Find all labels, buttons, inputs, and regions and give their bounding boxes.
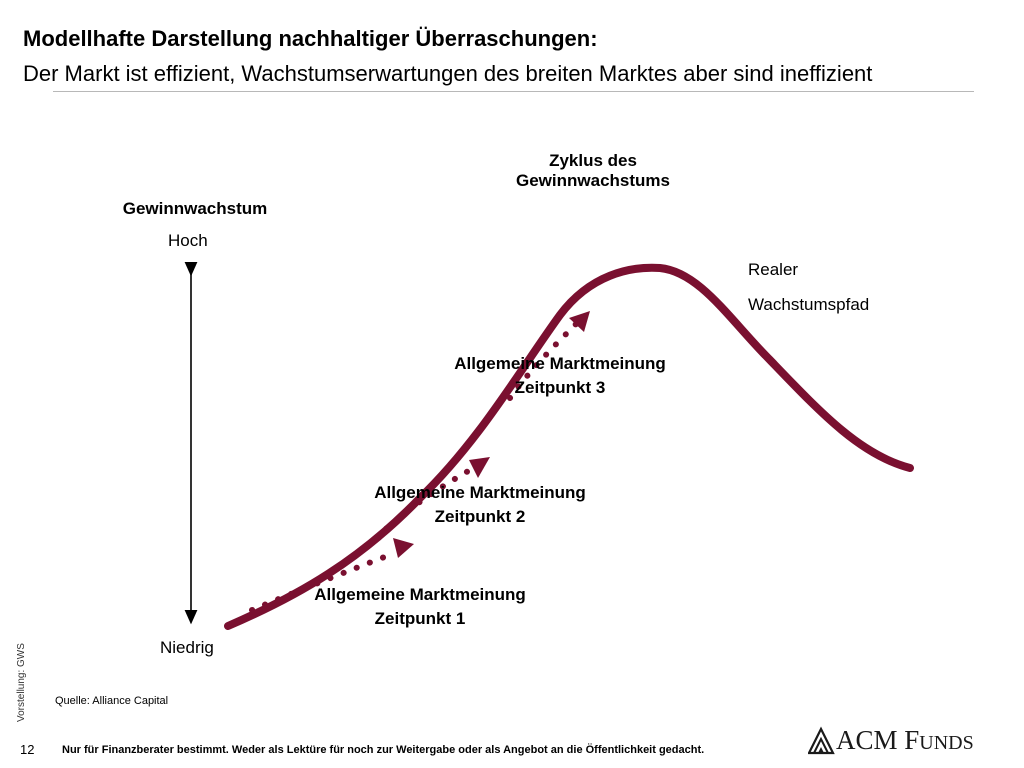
market-opinion-1-line-1: Allgemeine Marktmeinung [314, 585, 526, 604]
market-opinion-3-arrowhead [569, 311, 590, 332]
market-opinion-1-line-2: Zeitpunkt 1 [374, 609, 466, 628]
axis-low-label: Niedrig [160, 638, 214, 657]
acm-funds-logo: ACM FUNDS [808, 725, 978, 757]
market-opinion-1-label: Allgemeine Marktmeinung Zeitpunkt 1 [280, 583, 560, 631]
source-note: Quelle: Alliance Capital [55, 695, 169, 707]
market-opinion-1-arrowhead [393, 538, 414, 558]
page-subtitle: Der Markt ist effizient, Wachstumserwart… [23, 61, 873, 86]
cycle-title-line-2: Gewinnwachstums [516, 171, 670, 190]
logo-small-caps-text: UNDS [919, 732, 974, 754]
side-note: Vorstellung: GWS [16, 643, 27, 722]
axis-high-label: Hoch [168, 231, 208, 250]
cycle-title-line-1: Zyklus des [549, 151, 637, 170]
disclaimer: Nur für Finanzberater bestimmt. Weder al… [62, 744, 705, 756]
real-path-label-line-1: Realer [748, 260, 799, 279]
logo-main-text: ACM F [836, 725, 920, 755]
acm-mountain-icon [808, 726, 835, 755]
real-growth-path-curve [224, 263, 914, 630]
market-opinion-2-line-1: Allgemeine Marktmeinung [374, 483, 586, 502]
market-opinion-3-line-2: Zeitpunkt 3 [514, 378, 606, 397]
market-opinion-2-label: Allgemeine Marktmeinung Zeitpunkt 2 [340, 481, 620, 529]
cycle-title: Zyklus des Gewinnwachstums [473, 149, 713, 193]
axis-title: Gewinnwachstum [122, 199, 268, 218]
page-title: Modellhafte Darstellung nachhaltiger Übe… [23, 26, 598, 51]
market-opinion-2-line-2: Zeitpunkt 2 [434, 507, 526, 526]
market-opinion-3-label: Allgemeine Marktmeinung Zeitpunkt 3 [420, 352, 700, 400]
real-path-label-line-2: Wachstumspfad [748, 295, 870, 314]
market-opinion-2-arrowhead [469, 457, 490, 478]
page-number: 12 [20, 742, 35, 757]
market-opinion-3-line-1: Allgemeine Marktmeinung [454, 354, 666, 373]
header-divider [53, 91, 974, 92]
acm-funds-logo-text: ACM FUNDS [836, 725, 974, 756]
